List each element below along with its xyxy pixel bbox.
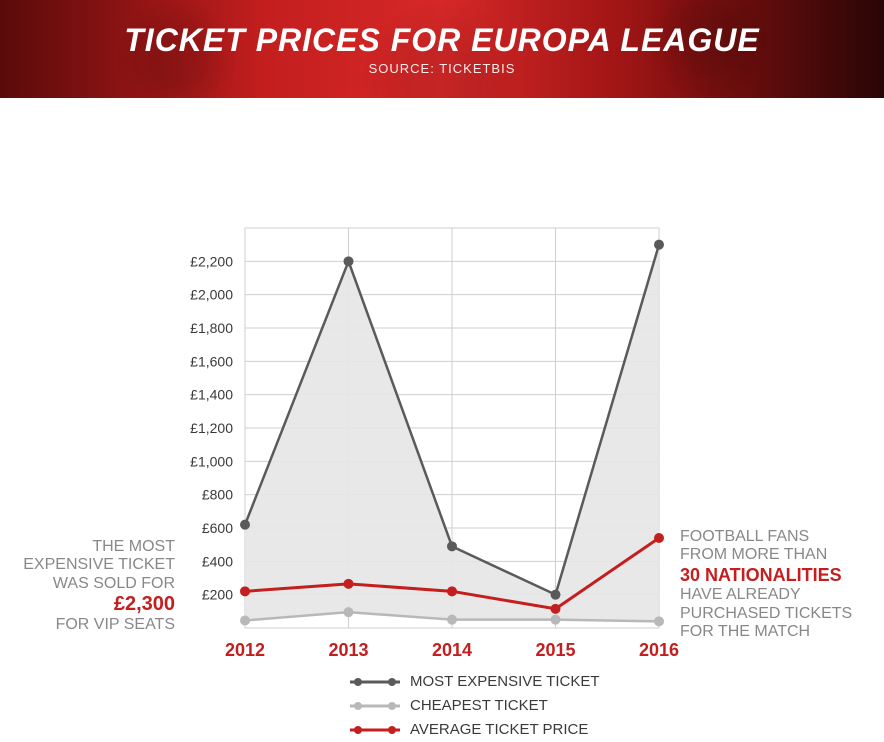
svg-text:2014: 2014 bbox=[432, 640, 472, 660]
svg-text:£2,200: £2,200 bbox=[190, 253, 233, 269]
page-title: TICKET PRICES FOR EUROPA LEAGUE bbox=[124, 22, 759, 59]
svg-text:2016: 2016 bbox=[639, 640, 679, 660]
svg-text:£2,000: £2,000 bbox=[190, 287, 233, 303]
legend-item: MOST EXPENSIVE TICKET bbox=[350, 670, 600, 694]
right-note-line: HAVE ALREADY bbox=[680, 586, 801, 603]
svg-text:£1,200: £1,200 bbox=[190, 420, 233, 436]
svg-text:£200: £200 bbox=[202, 587, 233, 603]
svg-text:£800: £800 bbox=[202, 487, 233, 503]
right-note-line: PURCHASED TICKETS bbox=[680, 605, 852, 622]
svg-text:2012: 2012 bbox=[225, 640, 265, 660]
right-note-line: FOR THE MATCH bbox=[680, 623, 810, 640]
header: TICKET PRICES FOR EUROPA LEAGUE SOURCE: … bbox=[0, 0, 884, 98]
svg-text:£1,600: £1,600 bbox=[190, 353, 233, 369]
right-note-nat: 30 NATIONALITIES bbox=[680, 565, 842, 585]
source-label: SOURCE: TICKETBIS bbox=[369, 61, 516, 76]
svg-text:£600: £600 bbox=[202, 520, 233, 536]
svg-text:2013: 2013 bbox=[328, 640, 368, 660]
legend-swatch bbox=[350, 699, 400, 713]
legend-item: AVERAGE TICKET PRICE bbox=[350, 718, 600, 742]
svg-text:£400: £400 bbox=[202, 553, 233, 569]
right-note-line: FOOTBALL FANS bbox=[680, 528, 809, 545]
legend-label: MOST EXPENSIVE TICKET bbox=[410, 670, 600, 694]
right-note-line: FROM MORE THAN bbox=[680, 546, 827, 563]
left-annotation: THE MOST EXPENSIVE TICKET WAS SOLD FOR £… bbox=[10, 538, 175, 635]
left-note-line: FOR VIP SEATS bbox=[56, 616, 175, 633]
left-note-price: £2,300 bbox=[114, 593, 175, 615]
svg-text:£1,400: £1,400 bbox=[190, 387, 233, 403]
svg-text:£1,800: £1,800 bbox=[190, 320, 233, 336]
legend-swatch bbox=[350, 675, 400, 689]
right-annotation: FOOTBALL FANS FROM MORE THAN 30 NATIONAL… bbox=[680, 528, 870, 641]
legend-swatch bbox=[350, 723, 400, 737]
legend-label: CHEAPEST TICKET bbox=[410, 694, 548, 718]
chart-area: £200 £400 £600 £800 £1,000 £1,200 £1,400 £1,600… bbox=[0, 98, 884, 699]
left-note-line: WAS SOLD FOR bbox=[53, 575, 175, 592]
legend-item: CHEAPEST TICKET bbox=[350, 694, 600, 718]
svg-text:2015: 2015 bbox=[535, 640, 575, 660]
left-note-line: THE MOST bbox=[92, 538, 175, 555]
left-note-line: EXPENSIVE TICKET bbox=[23, 556, 175, 573]
legend-label: AVERAGE TICKET PRICE bbox=[410, 718, 588, 742]
legend: MOST EXPENSIVE TICKETCHEAPEST TICKETAVER… bbox=[350, 670, 600, 742]
svg-text:£1,000: £1,000 bbox=[190, 453, 233, 469]
